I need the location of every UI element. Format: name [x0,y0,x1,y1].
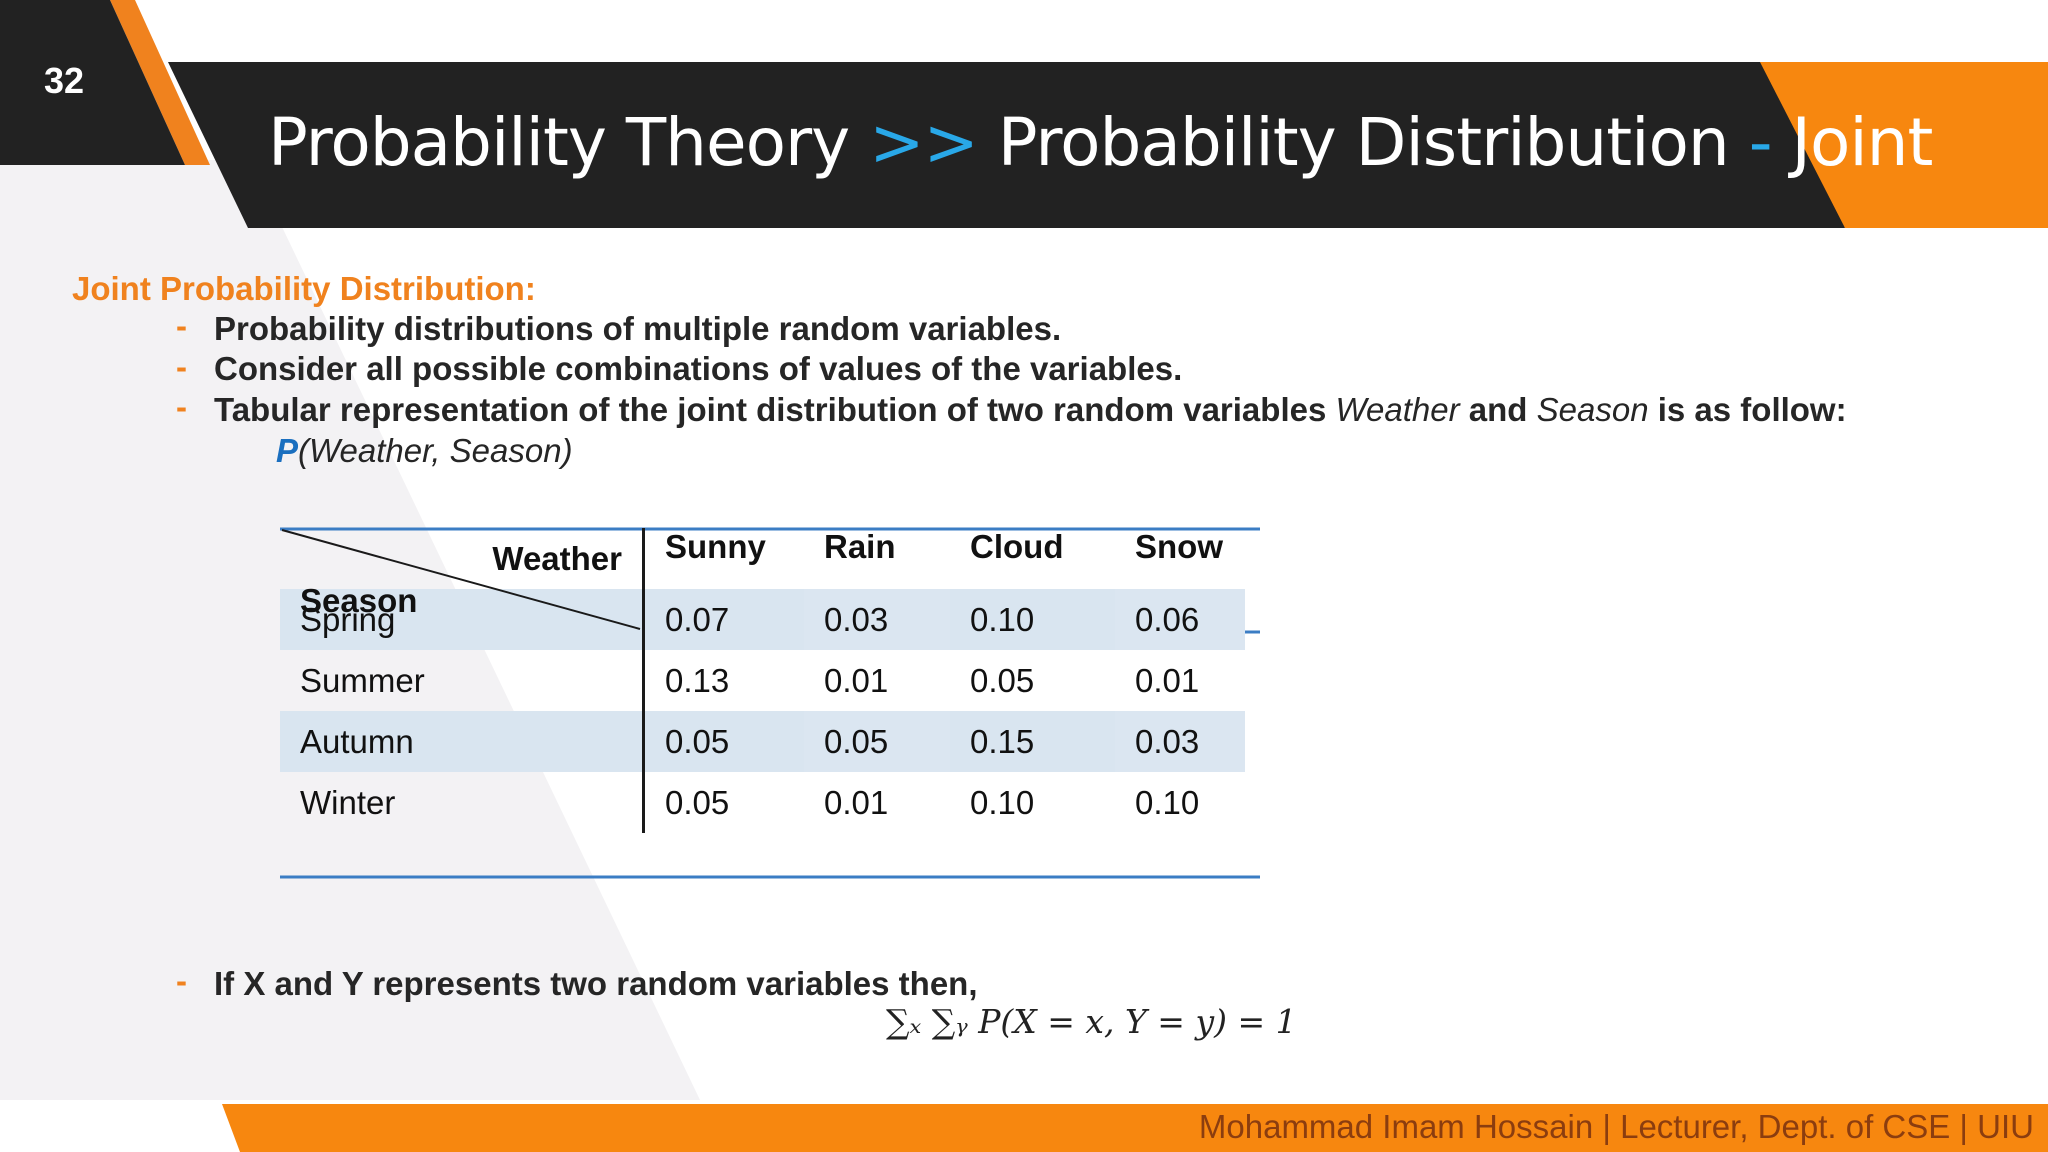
table-cell: 0.01 [824,783,889,821]
table-corner-cell: Weather Season [280,528,645,630]
table-cell: 0.03 [1115,711,1245,772]
table-cell: 0.05 [665,783,730,821]
row-label: Autumn [280,711,645,772]
footer-author: Mohammad Imam Hossain | Lecturer, Dept. … [1198,1108,2034,1145]
column-header: Cloud [970,528,1064,565]
table-cell: 0.15 [950,711,1115,772]
table-row: Summer 0.13 0.01 0.05 0.01 [280,650,1245,711]
table-cell: 0.10 [970,783,1035,821]
column-header: Snow [1135,528,1223,565]
row-label: Spring [280,589,645,650]
bullet-text-random-vars: If X and Y represents two random variabl… [214,965,978,1002]
title-part1: Probability Theory [268,104,850,181]
table-cell: 0.10 [950,589,1115,650]
table-row: Autumn 0.05 0.05 0.15 0.03 [280,711,1245,772]
slide-number: 32 [44,60,85,101]
bullet-marker: - [176,307,187,344]
table-cell: 0.05 [643,711,804,772]
table-cell: 0.01 [824,661,889,699]
p-symbol: P [276,432,299,469]
corner-label-season: Season [300,582,418,619]
corner-label-weather: Weather [492,540,622,577]
table-cell: 0.03 [804,589,950,650]
table-cell: 0.06 [1115,589,1245,650]
table-cell: 0.10 [1135,783,1200,821]
joint-distribution-table: Weather Season Sunny Rain Cloud Snow Spr… [280,528,1247,833]
bullet-marker: - [176,962,187,999]
p-args: (Weather, Season) [298,432,573,469]
table-row: Spring 0.07 0.03 0.10 0.06 [280,589,1245,650]
column-header: Rain [824,528,896,565]
var-season: Season [1536,391,1649,428]
sum-formula: ∑ₓ ∑ᵧ P(X = x, Y = y) = 1 [886,1002,1297,1041]
bullet-text-table-intro: Tabular representation of the joint dist… [214,391,1847,429]
bullet-text: Consider all possible combinations of va… [214,350,1183,387]
table-header-row: Weather Season Sunny Rain Cloud Snow [280,528,1245,630]
table-cell: 0.05 [970,661,1035,699]
var-weather: Weather [1335,391,1460,428]
bullet-text: Probability distributions of multiple ra… [214,310,1062,347]
slide-title: Probability Theory >> Probability Distri… [268,104,1934,181]
title-separator2: - [1748,104,1773,181]
table-cell: 0.13 [665,661,730,699]
column-header: Sunny [665,528,766,565]
table-cell: 0.01 [1135,661,1200,699]
table-cell: 0.05 [804,711,950,772]
title-separator1: >> [869,104,979,181]
bullet3-post: is as follow: [1648,391,1847,428]
probability-expression: P(Weather, Season) [276,432,573,470]
bullet3-pre: Tabular representation of the joint dist… [214,391,1336,428]
bullet-marker: - [176,348,187,385]
table-row: Winter 0.05 0.01 0.10 0.10 [280,772,1245,833]
title-part2: Probability Distribution [997,104,1730,181]
diagonal-divider [281,529,641,630]
row-label: Summer [280,650,645,711]
table-cell: 0.07 [643,589,804,650]
bullet-marker: - [176,388,187,425]
bullet3-mid: and [1459,391,1537,428]
title-part3: Joint [1791,104,1934,181]
row-label: Winter [280,772,645,833]
section-heading: Joint Probability Distribution: [72,270,536,307]
